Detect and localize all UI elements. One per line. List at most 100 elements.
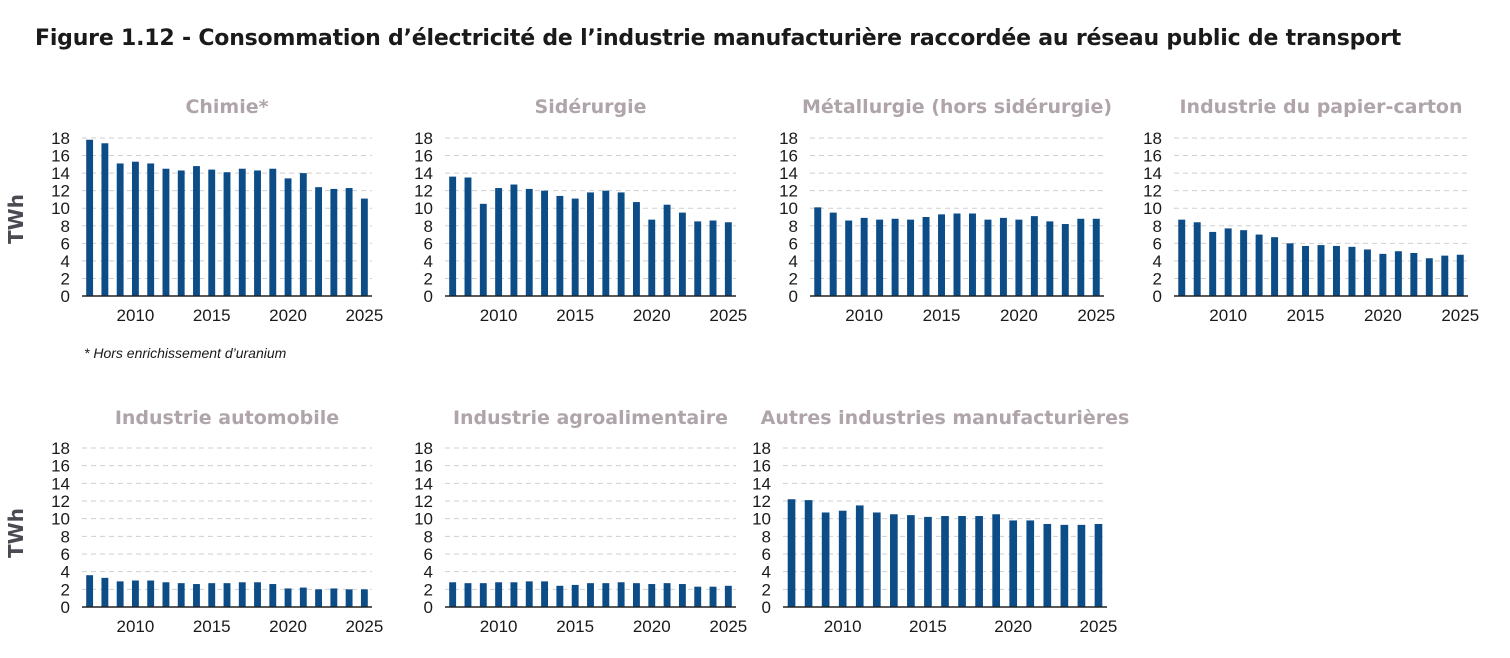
- y-tick-label: 14: [779, 164, 798, 183]
- bar-2012: [525, 581, 533, 607]
- y-tick-label: 12: [51, 492, 70, 511]
- y-tick-label: 4: [61, 563, 70, 582]
- y-tick-label: 2: [789, 269, 798, 288]
- bar-2025: [360, 198, 368, 296]
- bar-2010: [495, 582, 503, 607]
- panel-title: Industrie du papier-carton: [1179, 96, 1462, 118]
- y-tick-label: 8: [61, 217, 70, 236]
- y-tick-label: 6: [424, 234, 433, 253]
- bar-2022: [678, 584, 686, 607]
- x-tick-label: 2010: [480, 306, 518, 325]
- x-tick-label: 2025: [345, 306, 383, 325]
- bar-2017: [602, 583, 610, 607]
- bar-2008: [101, 577, 109, 607]
- y-tick-label: 6: [61, 545, 70, 564]
- bar-2009: [1209, 231, 1217, 296]
- bar-2012: [891, 218, 899, 296]
- bar-2024: [709, 586, 717, 607]
- y-tick-label: 10: [752, 510, 771, 529]
- y-tick-label: 0: [424, 598, 433, 617]
- panel-title: Sidérurgie: [535, 96, 647, 118]
- y-tick-label: 10: [51, 199, 70, 218]
- bar-2019: [633, 202, 640, 296]
- bar-2018: [254, 582, 261, 607]
- bar-2017: [958, 516, 966, 607]
- bar-2008: [464, 177, 472, 296]
- bar-2011: [510, 582, 518, 607]
- y-tick-label: 0: [789, 287, 798, 306]
- bar-2022: [315, 589, 323, 607]
- chart-panel-2: Métallurgie (hors sidérurgie) 02468101214…: [779, 96, 1115, 325]
- bar-2010: [131, 161, 139, 296]
- bar-2007: [86, 575, 94, 607]
- bar-2023: [330, 188, 338, 296]
- x-tick-label: 2020: [633, 617, 671, 636]
- bar-2023: [1060, 524, 1069, 607]
- y-tick-label: 16: [414, 457, 433, 476]
- y-tick-label: 12: [779, 182, 798, 201]
- y-tick-label: 8: [61, 527, 70, 546]
- bar-2007: [449, 582, 457, 607]
- bar-2007: [449, 176, 457, 296]
- bar-2016: [223, 172, 231, 296]
- bar-2016: [223, 583, 231, 607]
- bar-2013: [177, 583, 185, 607]
- bar-2016: [953, 213, 961, 296]
- y-tick-label: 16: [752, 457, 771, 476]
- y-tick-label: 16: [1143, 147, 1162, 166]
- bar-2009: [116, 163, 124, 296]
- y-tick-label: 12: [414, 182, 433, 201]
- y-tick-label: 2: [61, 269, 70, 288]
- y-tick-label: 2: [762, 580, 771, 599]
- y-tick-label: 14: [51, 474, 70, 493]
- panel-title: Industrie automobile: [115, 407, 339, 429]
- y-tick-label: 6: [61, 234, 70, 253]
- y-tick-label: 2: [61, 580, 70, 599]
- bar-2014: [193, 584, 200, 607]
- y-tick-label: 2: [424, 580, 433, 599]
- y-tick-label: 18: [1143, 129, 1162, 148]
- y-tick-label: 14: [1143, 164, 1162, 183]
- x-tick-label: 2015: [1287, 306, 1325, 325]
- y-tick-label: 8: [424, 527, 433, 546]
- bar-2020: [284, 588, 292, 607]
- y-tick-label: 2: [1153, 269, 1162, 288]
- bar-2015: [938, 214, 946, 296]
- bar-2009: [821, 512, 830, 607]
- bar-2023: [694, 586, 702, 607]
- bar-2024: [345, 589, 353, 607]
- x-tick-label: 2010: [824, 617, 862, 636]
- bar-2025: [724, 585, 732, 607]
- y-tick-label: 18: [752, 439, 771, 458]
- y-tick-label: 6: [424, 545, 433, 564]
- bar-2020: [1015, 219, 1023, 296]
- bar-2020: [284, 178, 292, 296]
- x-tick-label: 2010: [117, 306, 155, 325]
- x-tick-label: 2010: [1209, 306, 1247, 325]
- bar-2022: [678, 212, 686, 296]
- bar-2013: [541, 581, 548, 607]
- chart-panel-5: Industrie agroalimentaire 024681012141618…: [414, 407, 747, 636]
- bar-2011: [876, 219, 884, 296]
- bar-2020: [1009, 520, 1018, 607]
- bar-2024: [1441, 255, 1449, 296]
- bar-2016: [941, 516, 949, 607]
- bar-2025: [1094, 523, 1103, 607]
- bar-2010: [131, 580, 139, 607]
- x-tick-label: 2010: [845, 306, 883, 325]
- bar-2012: [872, 512, 881, 607]
- y-tick-label: 4: [789, 252, 798, 271]
- bar-2015: [208, 583, 216, 607]
- bar-2025: [360, 589, 368, 607]
- y-tick-label: 14: [414, 474, 433, 493]
- x-tick-label: 2010: [117, 617, 155, 636]
- bar-2024: [1077, 218, 1085, 296]
- y-tick-label: 10: [779, 199, 798, 218]
- y-tick-label: 12: [414, 492, 433, 511]
- y-tick-label: 10: [414, 199, 433, 218]
- bar-2018: [617, 192, 625, 296]
- bar-2023: [694, 221, 702, 296]
- y-tick-label: 2: [424, 269, 433, 288]
